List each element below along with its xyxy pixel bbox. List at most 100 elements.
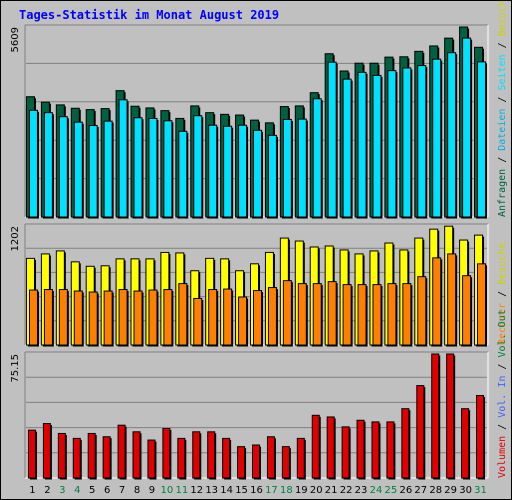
- x-tick-label: 4: [74, 485, 80, 496]
- bar-volumen-day-4: [72, 437, 81, 479]
- bar-volumen-day-23: [356, 419, 365, 479]
- bar-volumen-day-10: [162, 427, 171, 479]
- bar-rechner-day-14: [223, 288, 233, 346]
- x-tick-label: 24: [370, 485, 383, 496]
- bar-volumen-day-17: [266, 436, 275, 479]
- bar-dateien-day-6: [103, 120, 113, 218]
- bar-volumen-day-31: [476, 394, 485, 479]
- bar-rechner-day-25: [387, 283, 397, 346]
- bar-dateien-day-26: [402, 67, 412, 218]
- bar-dateien-day-7: [118, 99, 128, 218]
- bar-volumen-day-27: [416, 385, 425, 479]
- x-tick-label: 27: [414, 485, 427, 496]
- bar-dateien-day-13: [208, 124, 218, 218]
- x-tick-label: 7: [119, 485, 125, 496]
- bar-volumen-day-12: [192, 431, 201, 479]
- bar-rechner-day-1: [28, 289, 38, 346]
- bar-dateien-day-1: [28, 109, 38, 218]
- chart-title: Tages-Statistik im Monat August 2019: [19, 8, 280, 22]
- bar-volumen-day-15: [237, 446, 246, 479]
- legend-item: /: [497, 157, 508, 169]
- legend-item: Dateien: [497, 109, 508, 157]
- bar-rechner-day-28: [432, 257, 442, 346]
- bar-dateien-day-17: [267, 134, 277, 218]
- x-tick-label: 13: [205, 485, 218, 496]
- bar-dateien-day-8: [133, 117, 143, 218]
- legend-item: Vol. Out: [497, 309, 508, 363]
- bar-rechner-day-17: [267, 287, 277, 346]
- x-tick-label: 2: [44, 485, 50, 496]
- x-tick-label: 26: [399, 485, 412, 496]
- bar-dateien-day-3: [58, 116, 68, 218]
- bar-dateien-day-11: [178, 130, 188, 218]
- bar-rechner-day-16: [253, 290, 262, 346]
- x-tick-label: 28: [429, 485, 442, 496]
- legend-item: /: [497, 291, 508, 303]
- bar-volumen-day-14: [222, 437, 231, 479]
- bar-volumen-day-3: [57, 432, 66, 479]
- bar-rechner-day-24: [372, 284, 382, 346]
- bar-volumen-day-2: [42, 423, 51, 479]
- bar-dateien-day-19: [297, 118, 307, 218]
- bar-rechner-day-22: [342, 284, 352, 346]
- bar-rechner-day-4: [73, 290, 83, 346]
- legend-item: Besuche: [497, 0, 508, 42]
- bar-dateien-day-20: [312, 98, 322, 218]
- legend-item: Vol. In: [497, 376, 508, 424]
- bar-dateien-day-2: [43, 112, 53, 218]
- bar-volumen-day-29: [446, 353, 455, 479]
- bar-rechner-day-26: [402, 283, 412, 346]
- bar-volumen-day-18: [281, 446, 290, 479]
- bar-rechner-day-2: [43, 289, 53, 346]
- bar-rechner-day-15: [238, 296, 248, 346]
- x-tick-label: 29: [444, 485, 457, 496]
- legend-item: Seiten: [497, 54, 508, 96]
- bar-volumen-day-24: [371, 421, 380, 479]
- bar-rechner-day-21: [327, 281, 337, 346]
- bar-rechner-day-8: [133, 290, 143, 346]
- bar-volumen-day-28: [431, 353, 440, 479]
- bar-volumen-day-26: [401, 408, 410, 479]
- bar-volumen-day-5: [87, 432, 96, 479]
- bar-rechner-day-29: [447, 253, 457, 346]
- x-tick-label: 10: [161, 485, 174, 496]
- legend-item: /: [497, 42, 508, 54]
- legend-middle: Rechner / Besuche: [497, 243, 508, 345]
- bar-dateien-day-25: [387, 70, 397, 218]
- x-tick-label: 31: [474, 485, 487, 496]
- bar-rechner-day-6: [103, 290, 113, 346]
- bar-rechner-day-7: [118, 289, 128, 346]
- bar-dateien-day-30: [462, 37, 472, 218]
- x-tick-label: 9: [149, 485, 155, 496]
- bar-volumen-day-30: [461, 408, 470, 479]
- legend-item: Volumen: [497, 436, 508, 478]
- x-tick-label: 15: [235, 485, 248, 496]
- bar-rechner-day-30: [462, 275, 472, 346]
- bar-rechner-day-11: [178, 283, 188, 346]
- bar-volumen-day-25: [386, 421, 395, 479]
- bar-volumen-day-11: [177, 437, 186, 479]
- legend-item: Besuche: [497, 243, 508, 291]
- bar-volumen-day-8: [132, 431, 141, 479]
- bar-dateien-day-28: [432, 58, 442, 218]
- x-tick-label: 18: [280, 485, 293, 496]
- x-tick-label: 14: [220, 485, 233, 496]
- x-tick-label: 19: [295, 485, 308, 496]
- bar-dateien-day-10: [163, 120, 173, 218]
- x-tick-label: 12: [190, 485, 203, 496]
- bar-dateien-day-5: [88, 125, 98, 218]
- bar-dateien-day-21: [327, 61, 337, 218]
- bar-dateien-day-31: [477, 61, 487, 218]
- x-tick-label: 23: [355, 485, 368, 496]
- bar-rechner-day-13: [208, 289, 218, 346]
- bar-volumen-day-7: [117, 424, 126, 479]
- legend-top: Anfragen / Dateien / Seiten / Besuche: [497, 0, 508, 217]
- bar-rechner-day-20: [312, 283, 322, 346]
- x-tick-label: 16: [250, 485, 263, 496]
- x-tick-label: 20: [310, 485, 323, 496]
- legend-item: /: [497, 97, 508, 109]
- bar-volumen-day-6: [102, 436, 111, 479]
- x-tick-label: 1: [29, 485, 35, 496]
